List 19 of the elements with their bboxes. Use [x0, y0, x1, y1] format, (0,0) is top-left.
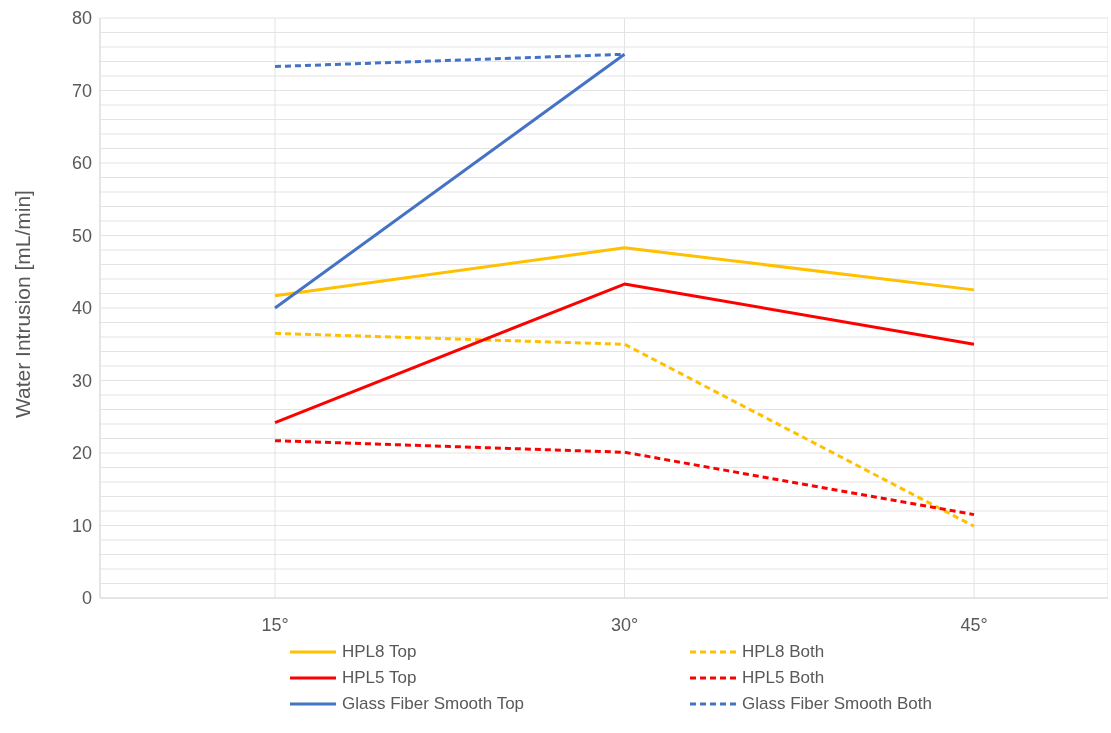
- x-tick-label: 30°: [610, 614, 639, 635]
- y-tick-label: 30: [71, 370, 92, 391]
- legend-label: Glass Fiber Smooth Both: [742, 694, 932, 714]
- legend-label: Glass Fiber Smooth Top: [342, 694, 525, 714]
- x-tick-label: 15°: [261, 614, 289, 635]
- y-tick-label: 40: [71, 298, 92, 319]
- y-tick-label: 80: [71, 8, 92, 29]
- y-tick-label: 70: [71, 80, 92, 101]
- legend-label: HPL5 Top: [342, 668, 417, 688]
- x-tick-label: 45°: [960, 614, 988, 635]
- y-tick-label: 0: [81, 588, 92, 609]
- y-tick-label: 50: [71, 225, 92, 246]
- legend-label: HPL5 Both: [742, 668, 825, 688]
- y-tick-label: 20: [71, 443, 92, 464]
- y-axis-title: Water Intrusion [mL/min]: [11, 190, 35, 418]
- y-tick-label: 60: [71, 153, 92, 174]
- legend-label: HPL8 Both: [742, 642, 825, 662]
- y-tick-label: 10: [71, 515, 92, 536]
- legend-label: HPL8 Top: [342, 642, 417, 662]
